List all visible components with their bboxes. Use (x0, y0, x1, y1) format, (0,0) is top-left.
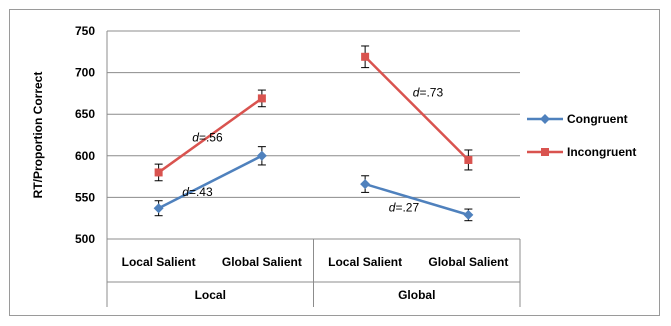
x-group-label: Local (195, 288, 226, 302)
chart-svg: 500 550 600 650 700 750 Local Salient Global Sa… (31, 24, 636, 307)
data-point (153, 203, 164, 214)
legend-label: Incongruent (567, 145, 636, 159)
effect-size-annotation: d=.73 (413, 85, 444, 99)
effect-size-value: =.73 (419, 85, 443, 99)
x-category-label: Local Salient (328, 255, 402, 269)
effect-size-symbol: d (182, 185, 189, 199)
effect-size-value: =.43 (189, 185, 213, 199)
effect-size-value: =.56 (199, 130, 223, 144)
y-tick-label: 500 (75, 232, 95, 246)
y-tick-label: 550 (75, 190, 95, 204)
data-point (463, 209, 474, 220)
effect-size-symbol: d (413, 85, 420, 99)
data-point (361, 52, 370, 61)
chart-frame: 500 550 600 650 700 750 Local Salient Global Sa… (9, 9, 660, 316)
y-tick-label: 750 (75, 24, 95, 38)
effect-size-symbol: d (389, 200, 396, 214)
effect-size-value: =.27 (395, 200, 419, 214)
legend-marker (540, 114, 550, 124)
y-tick-label: 700 (75, 66, 95, 80)
series-line (364, 55, 470, 161)
x-category-label: Global Salient (428, 255, 508, 269)
effect-size-annotation: d=.43 (182, 185, 213, 199)
legend-marker (541, 148, 549, 156)
data-point (464, 155, 473, 164)
x-group-label: Global (398, 288, 435, 302)
effect-size-annotation: d=.27 (389, 200, 420, 214)
y-tick-label: 600 (75, 149, 95, 163)
x-category-label: Local Salient (122, 255, 196, 269)
x-category-label: Global Salient (222, 255, 302, 269)
data-point (256, 150, 267, 161)
y-axis-title: RT/Proportion Correct (31, 72, 45, 199)
y-tick-label: 650 (75, 107, 95, 121)
data-point (360, 179, 371, 190)
effect-size-annotation: d=.56 (192, 130, 223, 144)
legend-label: Congruent (567, 112, 628, 126)
series-line (364, 182, 469, 217)
data-point (154, 168, 163, 177)
effect-size-symbol: d (192, 130, 199, 144)
series-line (158, 154, 263, 210)
series-line (157, 97, 263, 174)
data-point (257, 94, 266, 103)
